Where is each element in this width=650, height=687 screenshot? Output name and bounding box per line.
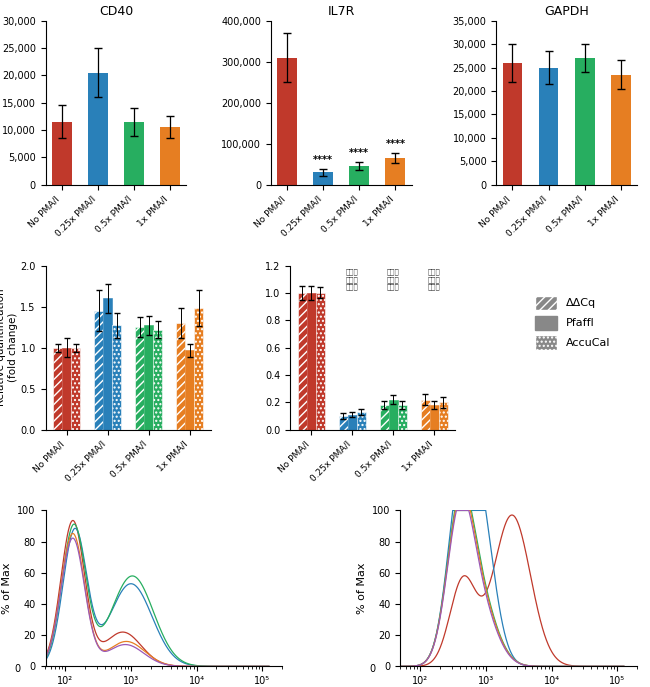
Text: 0: 0 <box>14 664 21 674</box>
Bar <box>144 326 153 429</box>
Bar <box>103 298 112 429</box>
Bar <box>185 350 194 429</box>
Bar <box>398 405 407 429</box>
Bar <box>153 330 162 429</box>
Bar <box>160 127 180 185</box>
Bar <box>298 293 307 429</box>
Bar <box>421 400 430 429</box>
Y-axis label: % of Max: % of Max <box>357 563 367 614</box>
Bar <box>62 348 71 429</box>
Title: GAPDH: GAPDH <box>544 5 589 18</box>
Bar <box>348 415 357 429</box>
Bar <box>52 122 72 185</box>
Text: ⁝⁝⁝
⁝⁝⁝
⁝⁝⁝: ⁝⁝⁝ ⁝⁝⁝ ⁝⁝⁝ <box>346 269 359 290</box>
Title: IL7R: IL7R <box>328 5 355 18</box>
Bar <box>611 75 630 185</box>
Bar <box>94 311 103 429</box>
Bar <box>135 327 144 429</box>
Bar <box>53 348 62 429</box>
Bar <box>176 323 185 429</box>
Bar <box>385 158 405 185</box>
Y-axis label: Relative quantification
(fold change): Relative quantification (fold change) <box>0 289 18 407</box>
Bar <box>71 348 80 429</box>
Bar <box>357 412 366 429</box>
Bar <box>316 293 325 429</box>
Y-axis label: % of Max: % of Max <box>2 563 12 614</box>
Bar <box>349 166 369 185</box>
Bar <box>339 416 348 429</box>
Text: ****: **** <box>385 139 406 149</box>
Bar <box>124 122 144 185</box>
Text: ****: **** <box>349 148 369 158</box>
Bar <box>502 63 523 185</box>
Bar <box>112 326 121 429</box>
Text: 0: 0 <box>369 664 376 674</box>
Text: ⁝⁝⁝
⁝⁝⁝
⁝⁝⁝: ⁝⁝⁝ ⁝⁝⁝ ⁝⁝⁝ <box>387 269 400 290</box>
Title: CD40: CD40 <box>99 5 133 18</box>
Bar <box>389 400 398 429</box>
Legend: ΔΔCq, Pfaffl, AccuCal: ΔΔCq, Pfaffl, AccuCal <box>535 295 611 350</box>
Bar <box>313 172 333 185</box>
Bar <box>88 73 108 185</box>
Bar <box>307 293 316 429</box>
Bar <box>575 58 595 185</box>
Bar <box>380 405 389 429</box>
Bar <box>539 67 558 185</box>
Bar <box>430 405 439 429</box>
Text: ****: **** <box>313 155 333 165</box>
Bar <box>278 58 297 185</box>
Bar <box>439 403 448 429</box>
Text: ⁝⁝⁝
⁝⁝⁝
⁝⁝⁝: ⁝⁝⁝ ⁝⁝⁝ ⁝⁝⁝ <box>428 269 441 290</box>
Bar <box>194 308 203 429</box>
